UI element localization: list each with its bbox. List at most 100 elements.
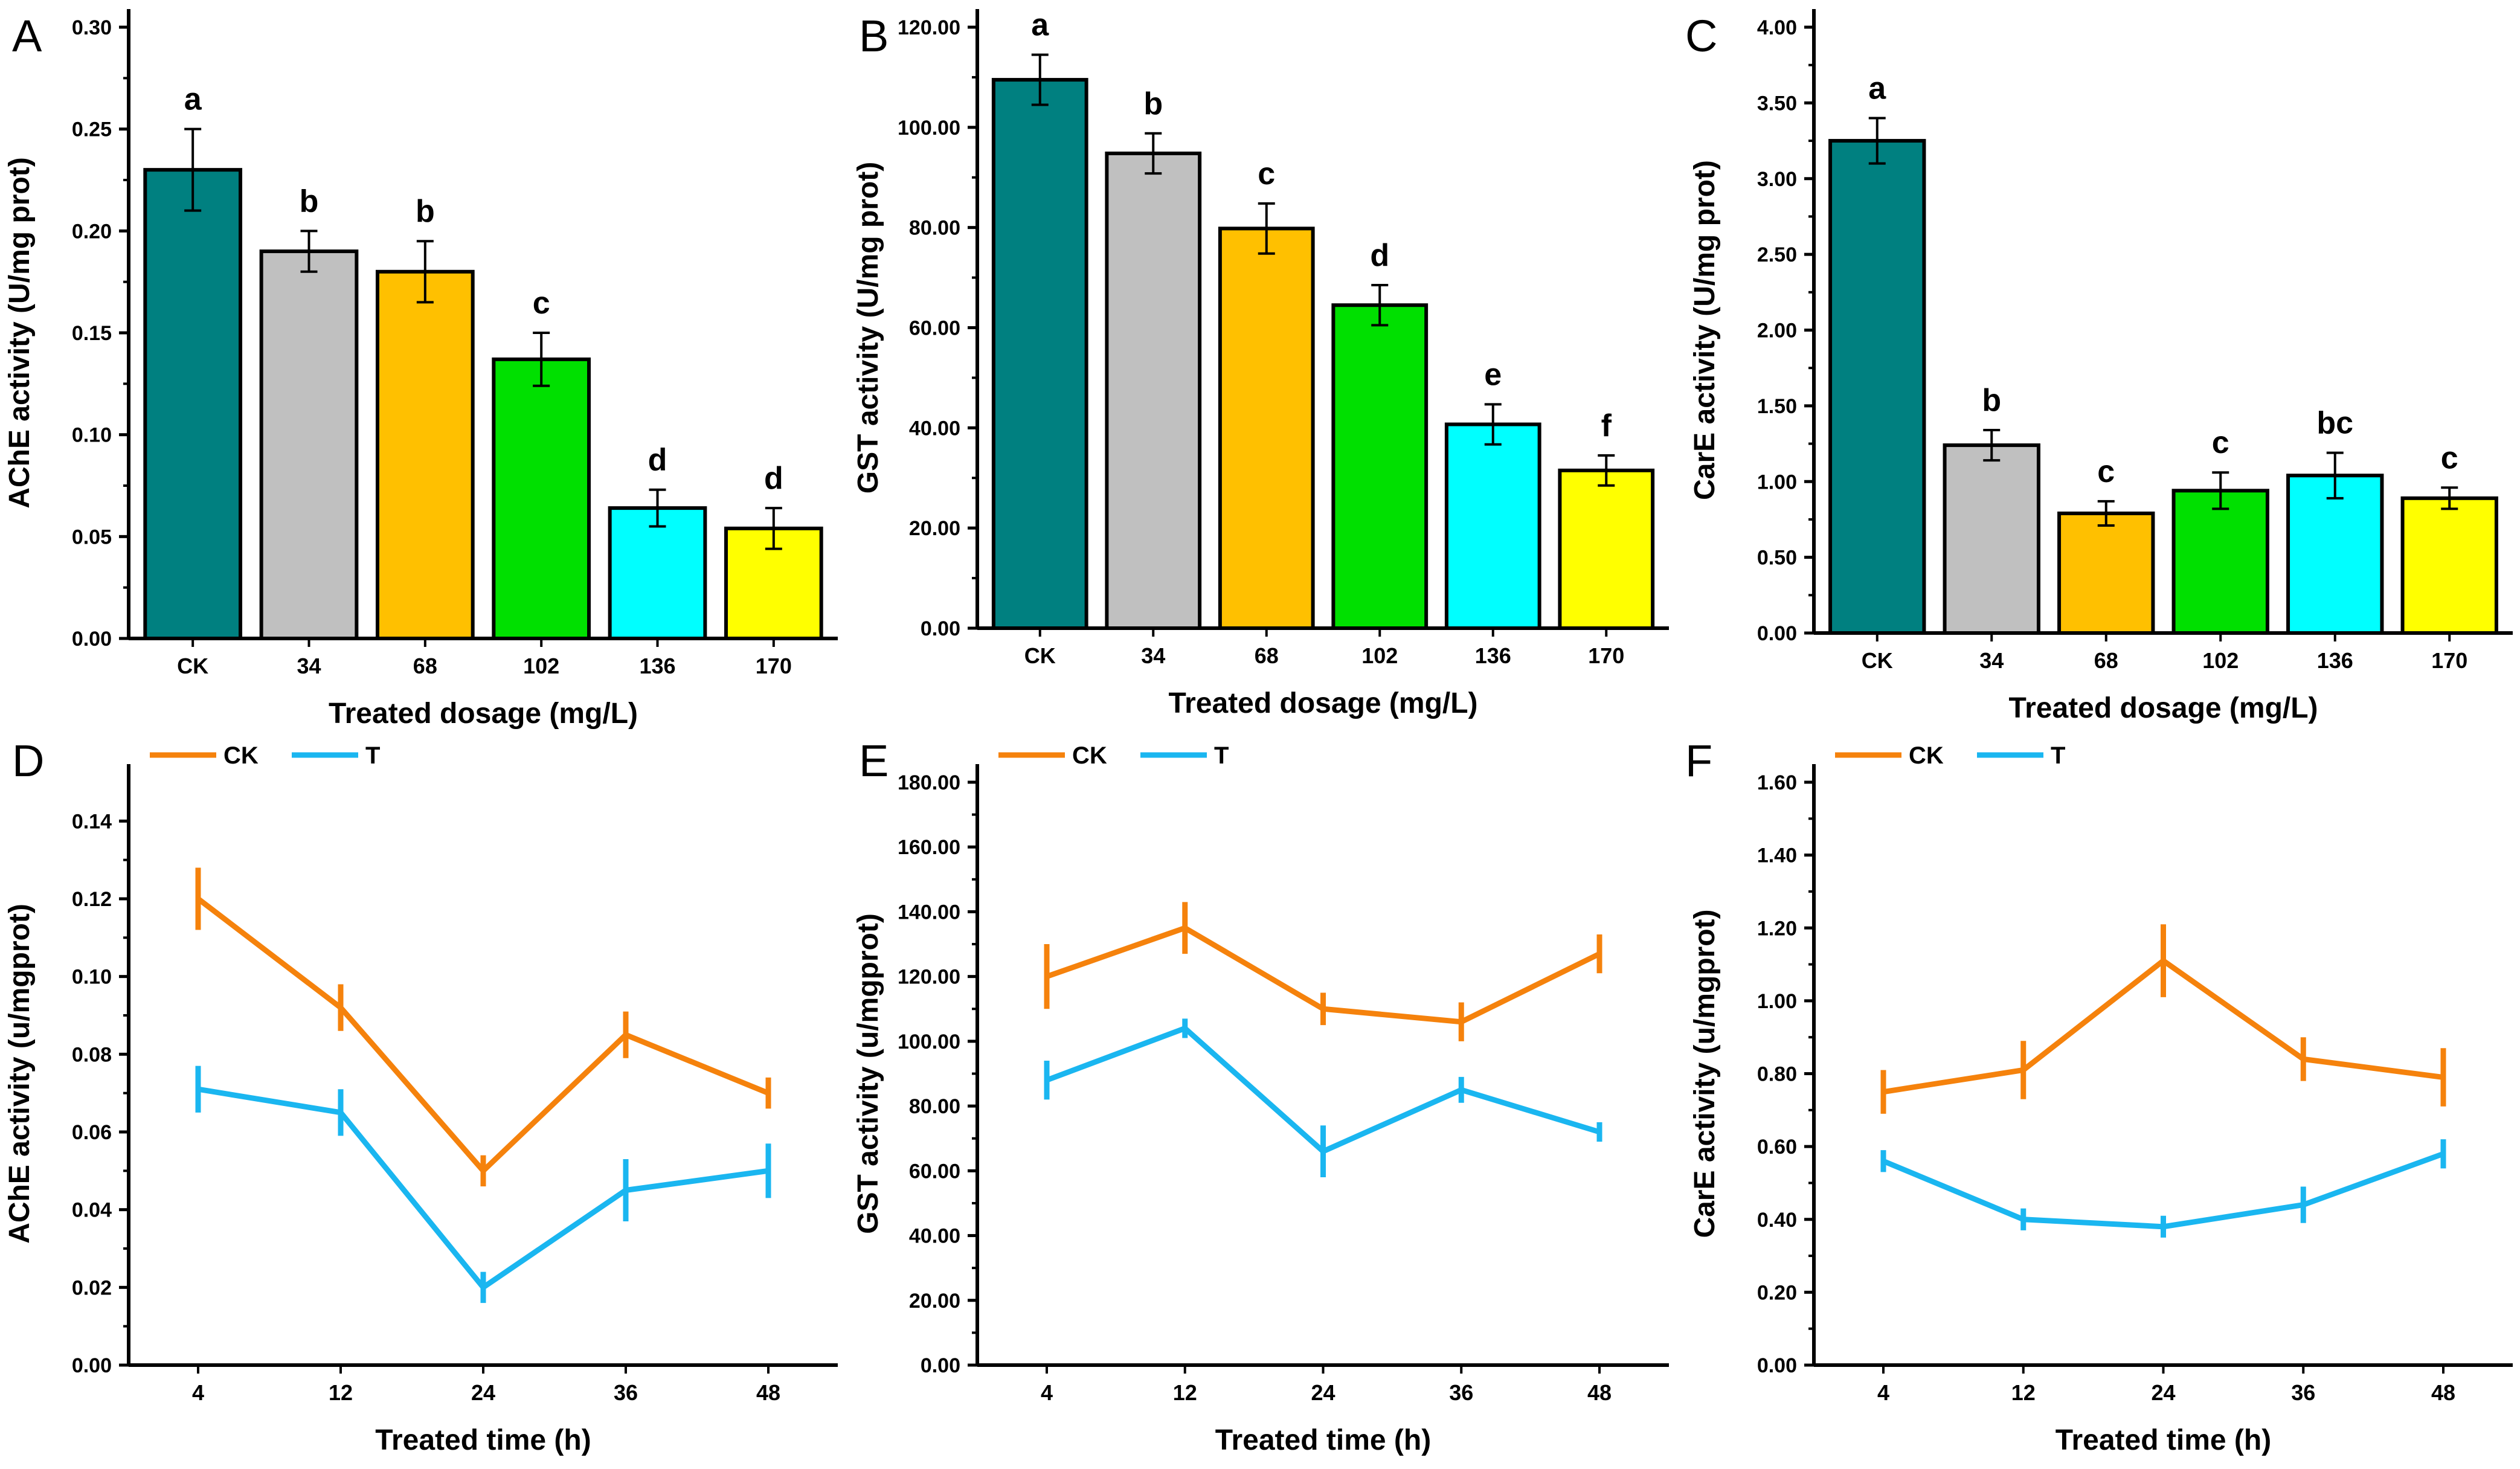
y-tick-label: 180.00 [898, 771, 960, 794]
y-axis-title: AChE activity (U/mg prot) [4, 157, 36, 508]
y-tick-label: 1.00 [1757, 471, 1797, 493]
x-tick-label: 102 [1361, 643, 1398, 668]
panel-letter: C [1685, 11, 1717, 61]
significance-label: c [533, 286, 550, 321]
significance-label: b [1982, 383, 2001, 418]
x-tick-label: 68 [413, 654, 437, 678]
x-tick-label: 24 [2151, 1380, 2175, 1405]
y-tick-label: 20.00 [909, 1290, 960, 1313]
y-tick-label: 140.00 [898, 901, 960, 924]
bar-ck [991, 78, 1088, 630]
chart-panel-d: D 0.00 0.02 0.04 0.06 0.08 0.10 0.12 0.14 4 12 24 36… [4, 736, 838, 1456]
bar-ck [143, 168, 243, 640]
significance-label: f [1601, 408, 1612, 443]
y-tick-label: 1.00 [1757, 990, 1797, 1013]
significance-label: b [416, 194, 435, 229]
x-tick-label: 136 [639, 654, 675, 678]
y-tick-label: 60.00 [909, 1160, 960, 1183]
significance-label: d [1370, 238, 1389, 273]
x-tick-label: 102 [2202, 648, 2239, 673]
y-tick-label: 0.15 [72, 322, 112, 345]
bar-34 [1105, 151, 1202, 630]
y-tick-label: 20.00 [909, 517, 960, 540]
y-tick-label: 0.30 [72, 16, 112, 39]
y-axis-title: AChE activity (u/mgprot) [4, 904, 36, 1244]
panel-letter: D [12, 736, 44, 786]
significance-label: c [2097, 454, 2115, 489]
x-tick-label: 170 [756, 654, 792, 678]
x-tick-label: 12 [2011, 1380, 2036, 1405]
y-tick-label: 0.20 [72, 220, 112, 243]
chart-panel-b: B 0.00 20.00 40.00 60.00 80.00 100.00 120.00 a CK… [852, 8, 1669, 719]
y-tick-label: 1.20 [1757, 917, 1797, 940]
y-tick-label: 0.00 [72, 1354, 112, 1377]
series-line-ck [196, 896, 770, 1175]
y-tick-label: 40.00 [909, 417, 960, 440]
x-tick-label: 24 [1311, 1380, 1335, 1405]
bar-102 [492, 357, 591, 640]
significance-label: bc [2316, 406, 2353, 441]
y-tick-label: 0.14 [72, 810, 112, 833]
y-tick-label: 0.10 [72, 424, 112, 447]
y-tick-label: 3.00 [1757, 168, 1797, 191]
chart-panel-e: E 0.00 20.00 40.00 60.00 80.00 100.00 120.00 140… [852, 736, 1669, 1456]
y-tick-label: 0.50 [1757, 547, 1797, 570]
y-axis-title: GST activity (u/mgprot) [852, 913, 884, 1234]
significance-label: c [2212, 425, 2229, 460]
x-tick-label: 36 [2291, 1380, 2315, 1405]
legend-label-t: T [2051, 742, 2065, 769]
x-tick-label: 68 [2094, 648, 2118, 673]
x-tick-label: CK [177, 654, 208, 678]
x-tick-label: CK [1862, 648, 1893, 673]
series-line-t [198, 1086, 769, 1291]
x-tick-label: CK [1024, 643, 1056, 668]
x-tick-label: 34 [1979, 648, 2004, 673]
y-axis-title: CarE activity (U/mg prot) [1689, 160, 1721, 500]
y-tick-label: 0.12 [72, 888, 112, 911]
y-tick-label: 0.80 [1757, 1063, 1797, 1086]
bar-102 [2171, 489, 2269, 635]
panel-letter: A [12, 11, 42, 61]
y-tick-label: 0.00 [1757, 1354, 1797, 1377]
chart-panel-c: C 0.00 0.50 1.00 1.50 2.00 2.50 3.00 3.50 4.00 a CK… [1685, 9, 2513, 724]
y-tick-label: 120.00 [898, 966, 960, 989]
legend-label-ck: CK [1909, 742, 1944, 769]
x-tick-label: 34 [1141, 643, 1165, 668]
x-tick-label: 34 [297, 654, 321, 678]
x-tick-label: 48 [756, 1380, 780, 1405]
panel-letter: F [1685, 736, 1712, 786]
legend-label-ck: CK [1072, 742, 1107, 769]
y-tick-label: 2.00 [1757, 320, 1797, 342]
y-tick-label: 0.02 [72, 1276, 112, 1299]
x-tick-label: 12 [329, 1380, 353, 1405]
x-tick-label: 48 [2431, 1380, 2455, 1405]
x-axis-title: Treated time (h) [2056, 1424, 2271, 1456]
y-tick-label: 2.50 [1757, 243, 1797, 266]
bar-34 [259, 249, 359, 641]
y-tick-label: 0.20 [1757, 1281, 1797, 1304]
x-tick-label: 36 [614, 1380, 638, 1405]
chart-panel-a: A 0.00 0.05 0.10 0.15 0.20 0.25 0.30 a CK b 34 b 68 c 1… [4, 9, 838, 730]
y-tick-label: 1.60 [1757, 771, 1797, 794]
x-axis-title: Treated dosage (mg/L) [1168, 687, 1477, 719]
x-axis-title: Treated dosage (mg/L) [329, 698, 638, 730]
legend-label-t: T [365, 742, 380, 769]
y-tick-label: 0.60 [1757, 1136, 1797, 1159]
bar-68 [375, 269, 475, 640]
significance-label: a [1031, 8, 1049, 43]
x-tick-label: 36 [1449, 1380, 1473, 1405]
y-tick-label: 3.50 [1757, 92, 1797, 115]
x-tick-label: 68 [1255, 643, 1279, 668]
y-tick-label: 4.00 [1757, 16, 1797, 39]
y-tick-label: 0.10 [72, 966, 112, 989]
x-tick-label: 12 [1173, 1380, 1197, 1405]
x-tick-label: 170 [2431, 648, 2467, 673]
significance-label: a [1868, 71, 1886, 106]
bar-68 [1218, 227, 1315, 630]
y-axis-title: CarE activity (u/mgprot) [1689, 909, 1721, 1238]
bar-102 [1331, 303, 1429, 630]
y-tick-label: 0.05 [72, 526, 112, 548]
panel-letter: B [859, 11, 889, 61]
